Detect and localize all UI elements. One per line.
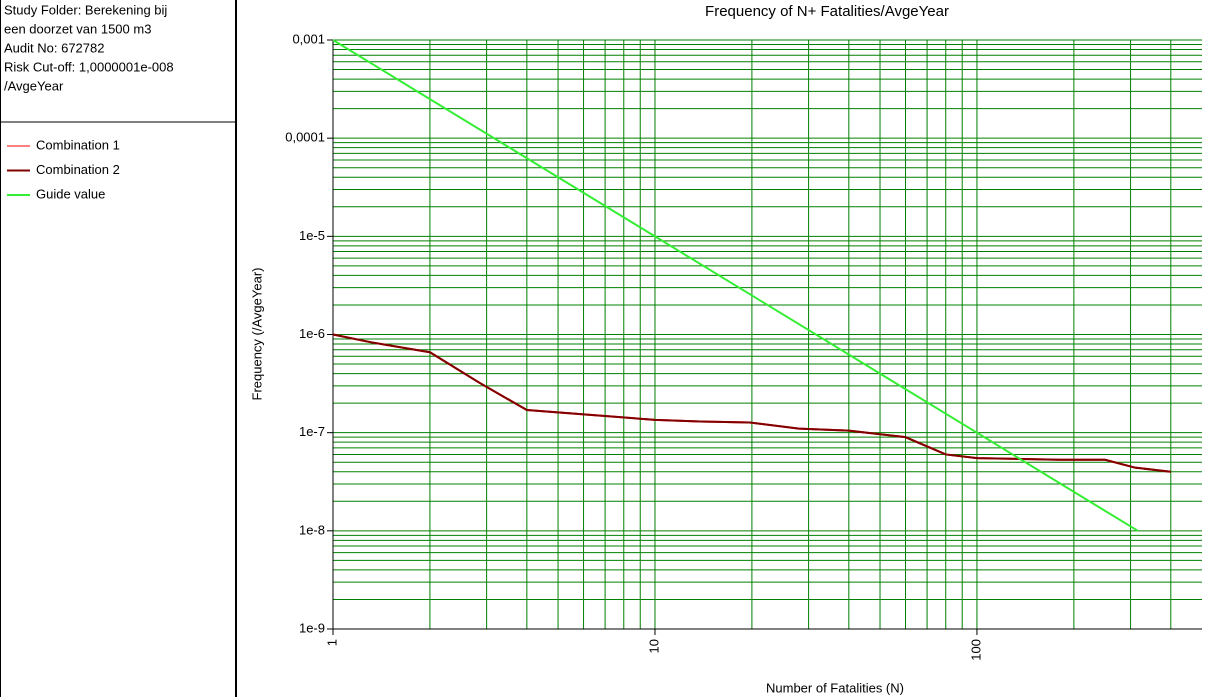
y-tick-label: 1e-9: [299, 620, 325, 635]
y-tick-label: 1e-6: [299, 326, 325, 341]
chart-title: Frequency of N+ Fatalities/AvgeYear: [705, 3, 949, 20]
legend-label: Guide value: [36, 186, 105, 201]
y-tick-label: 0,001: [292, 31, 325, 46]
y-tick-label: 1e-5: [299, 228, 325, 243]
legend-label: Combination 2: [36, 162, 120, 177]
x-tick-label: 1: [324, 639, 339, 646]
info-line: /AvgeYear: [4, 78, 64, 93]
x-tick-label: 100: [968, 639, 983, 661]
info-line: een doorzet van 1500 m3: [4, 21, 151, 36]
y-tick-label: 1e-8: [299, 522, 325, 537]
info-line: Audit No: 672782: [4, 40, 104, 55]
info-line: Study Folder: Berekening bij: [4, 2, 167, 17]
info-line: Risk Cut-off: 1,0000001e-008: [4, 59, 174, 74]
legend-label: Combination 1: [36, 137, 120, 152]
series-line: [332, 333, 1171, 473]
y-tick-label: 1e-7: [299, 424, 325, 439]
x-tick-label: 10: [646, 639, 661, 653]
x-axis-label: Number of Fatalities (N): [766, 680, 904, 695]
series-line: [332, 39, 1139, 532]
y-tick-label: 0,0001: [285, 130, 325, 145]
y-axis-label: Frequency (/AvgeYear): [249, 268, 264, 401]
